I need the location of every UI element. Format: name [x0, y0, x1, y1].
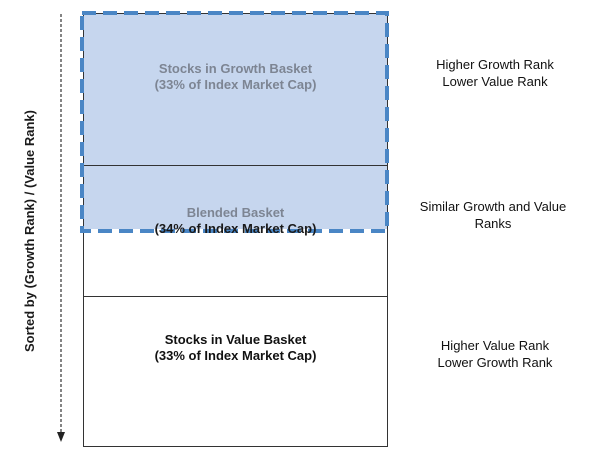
- blended-basket-subtitle: (34% of Index Market Cap): [154, 221, 317, 236]
- side-label-top-line2: Lower Value Rank: [442, 74, 548, 89]
- value-basket-title: Stocks in Value Basket: [164, 332, 307, 347]
- growth-basket-title: Stocks in Growth Basket: [158, 61, 313, 76]
- blended-basket-label: Blended Basket (34% of Index Market Cap): [83, 205, 388, 237]
- growth-basket-subtitle: (33% of Index Market Cap): [154, 77, 317, 92]
- sort-axis-arrow: [57, 14, 65, 442]
- growth-basket-dashed-border: [80, 11, 389, 233]
- value-basket-subtitle: (33% of Index Market Cap): [154, 348, 317, 363]
- growth-basket-label: Stocks in Growth Basket (33% of Index Ma…: [83, 61, 388, 93]
- side-label-bottom-line2: Lower Growth Rank: [437, 355, 553, 370]
- side-label-middle-line2: Ranks: [474, 216, 512, 231]
- side-label-bottom: Higher Value Rank Lower Growth Rank: [405, 337, 585, 371]
- side-label-middle-line1: Similar Growth and Value: [419, 199, 567, 214]
- value-basket-block: [83, 296, 388, 447]
- value-basket-label: Stocks in Value Basket (33% of Index Mar…: [83, 332, 388, 364]
- side-label-top: Higher Growth Rank Lower Value Rank: [405, 56, 585, 90]
- axis-label: Sorted by (Growth Rank) / (Value Rank): [22, 110, 37, 352]
- side-label-bottom-line1: Higher Value Rank: [440, 338, 550, 353]
- side-label-top-line1: Higher Growth Rank: [436, 57, 554, 72]
- growth-basket-block: [83, 13, 388, 166]
- side-label-middle: Similar Growth and Value Ranks: [398, 198, 588, 232]
- blended-basket-overlap: [84, 166, 387, 229]
- blended-basket-title: Blended Basket: [186, 205, 285, 220]
